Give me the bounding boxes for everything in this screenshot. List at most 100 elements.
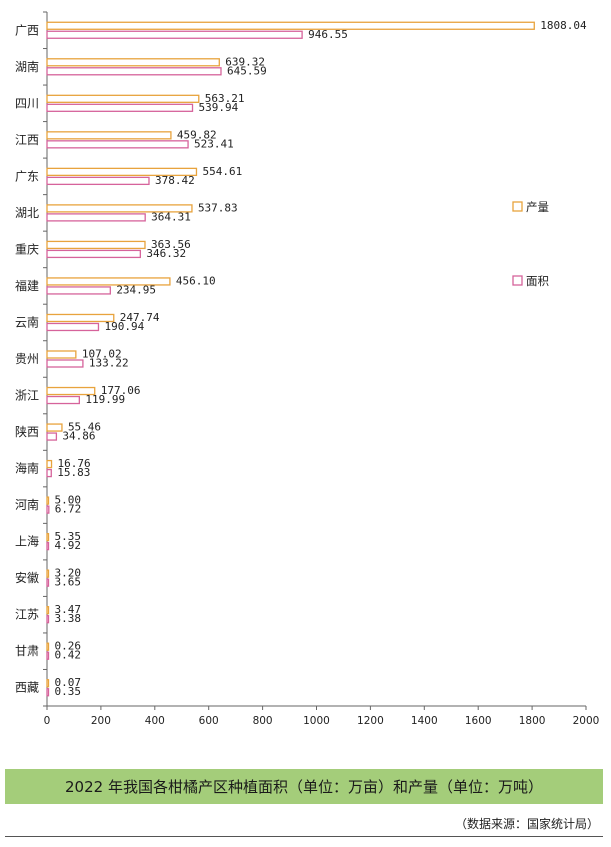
bar-area — [46, 468, 52, 478]
bar-area — [46, 30, 303, 39]
data-label: 119.99 — [85, 393, 125, 406]
bar-production — [46, 277, 171, 286]
bar-area — [46, 140, 189, 149]
data-label: 0.26 — [55, 640, 82, 653]
data-label: 5.35 — [55, 530, 82, 543]
data-label: 107.02 — [82, 348, 122, 361]
bar-area — [46, 213, 146, 222]
category-label: 四川 — [15, 96, 39, 110]
category-label: 重庆 — [15, 242, 39, 256]
x-tick-label: 1200 — [357, 715, 384, 727]
category-label: 广东 — [15, 169, 39, 183]
category-label: 云南 — [15, 314, 39, 329]
category-label: 江西 — [15, 133, 39, 147]
bar-area — [46, 541, 50, 551]
bar-production — [46, 569, 50, 578]
bar-production — [46, 350, 77, 359]
bar-production — [46, 58, 220, 67]
bar-production — [46, 642, 50, 651]
bar-area — [46, 505, 50, 514]
data-label: 3.47 — [55, 603, 82, 616]
bar-area — [46, 67, 222, 76]
data-label: 523.41 — [194, 137, 234, 150]
x-tick-label: 600 — [199, 715, 219, 727]
category-label: 西藏 — [15, 681, 39, 695]
bar-production — [46, 496, 50, 505]
bar-production — [46, 167, 198, 177]
category-label: 甘肃 — [15, 644, 39, 658]
bar-area — [46, 615, 50, 624]
bar-production — [46, 679, 50, 688]
bar-area — [46, 688, 50, 697]
data-label: 3.65 — [55, 576, 82, 589]
data-label: 1808.04 — [540, 19, 587, 32]
bar-production — [46, 240, 146, 250]
category-label: 海南 — [15, 461, 39, 476]
bar-production — [46, 386, 96, 396]
data-label: 16.76 — [58, 457, 91, 470]
data-label: 0.07 — [55, 676, 82, 689]
data-label: 363.56 — [151, 238, 191, 251]
bar-area — [46, 395, 80, 405]
bar-area — [46, 651, 50, 660]
legend-label-production: 产量 — [526, 200, 549, 214]
data-label: 645.59 — [227, 64, 267, 77]
data-source-note: （数据来源：国家统计局） — [454, 817, 599, 831]
bar-production — [46, 313, 115, 323]
data-label: 55.46 — [68, 421, 101, 434]
category-label: 广西 — [15, 23, 39, 37]
data-label: 190.94 — [104, 320, 144, 333]
x-tick-label: 200 — [91, 715, 111, 727]
data-label: 34.86 — [62, 430, 95, 443]
chart-area: 0 200 400 600 800 1000 1200 1400 1600 1800 2000 广西 1… — [15, 11, 600, 727]
bar-area — [46, 249, 141, 259]
x-tick-label: 0 — [44, 715, 51, 727]
x-tick-label: 1600 — [465, 715, 492, 727]
bar-production — [46, 21, 535, 30]
bar-area — [46, 176, 150, 186]
data-label: 15.83 — [57, 466, 90, 479]
bar-production — [46, 459, 53, 469]
bar-production — [46, 606, 50, 615]
data-label: 177.06 — [101, 384, 141, 397]
data-label: 639.32 — [225, 55, 265, 68]
data-label: 234.95 — [116, 283, 156, 296]
category-label: 福建 — [15, 278, 39, 293]
bar-production — [46, 204, 193, 213]
data-label: 459.82 — [177, 128, 217, 141]
data-label: 364.31 — [151, 210, 191, 223]
data-label: 6.72 — [55, 503, 81, 516]
bar-production — [46, 423, 63, 432]
data-label: 563.21 — [205, 92, 245, 105]
bar-area — [46, 359, 84, 368]
category-label: 安徽 — [15, 570, 39, 585]
data-label: 946.55 — [308, 28, 348, 41]
bar-production — [46, 532, 50, 542]
data-label: 3.38 — [55, 612, 82, 625]
legend-swatch-production — [512, 201, 523, 212]
chart-caption-banner: 2022 年我国各柑橘产区种植面积（单位：万亩）和产量（单位：万吨） — [5, 769, 603, 804]
bar-area — [46, 103, 194, 112]
x-tick-label: 2000 — [573, 715, 600, 727]
x-tick-label: 1400 — [411, 715, 438, 727]
bar-area — [46, 578, 50, 587]
data-label: 5.00 — [55, 494, 82, 507]
legend-label-area: 面积 — [526, 274, 549, 288]
data-label: 554.61 — [202, 165, 242, 178]
category-label: 湖南 — [15, 59, 39, 74]
data-label: 133.22 — [89, 357, 129, 370]
data-label: 539.94 — [199, 101, 239, 114]
x-tick-label: 800 — [253, 715, 273, 727]
category-label: 湖北 — [15, 205, 39, 220]
bar-production — [46, 94, 200, 103]
category-label: 上海 — [15, 534, 39, 549]
category-label: 河南 — [15, 497, 39, 512]
x-tick-label: 1000 — [303, 715, 330, 727]
data-label: 346.32 — [146, 247, 186, 260]
x-tick-label: 400 — [145, 715, 165, 727]
legend-swatch-area — [512, 275, 523, 286]
data-label: 537.83 — [198, 201, 238, 214]
chart-caption: 2022 年我国各柑橘产区种植面积（单位：万亩）和产量（单位：万吨） — [65, 778, 543, 796]
category-label: 陕西 — [15, 424, 39, 439]
category-label: 浙江 — [15, 389, 39, 403]
